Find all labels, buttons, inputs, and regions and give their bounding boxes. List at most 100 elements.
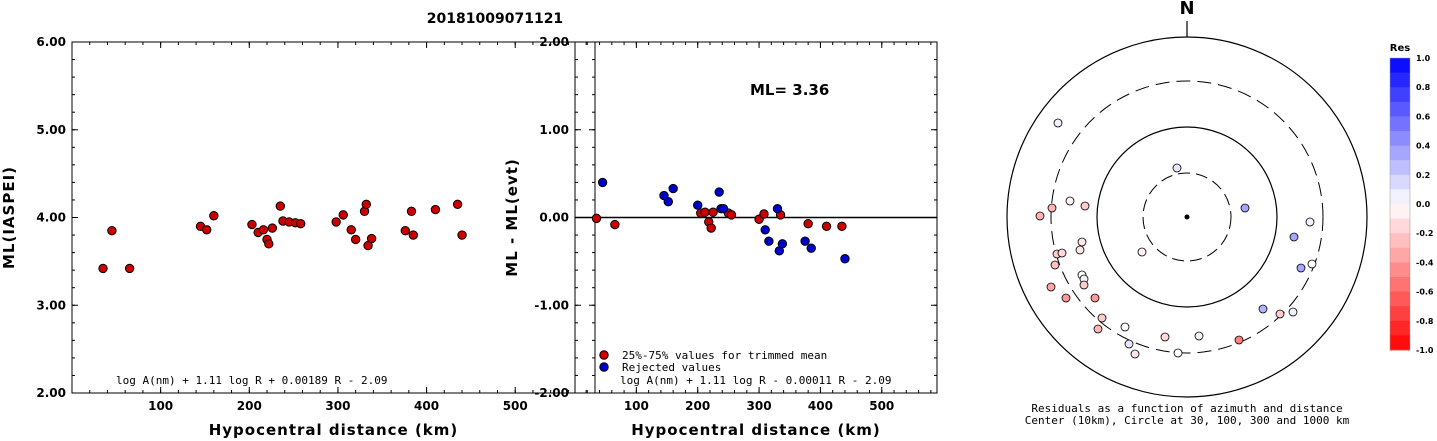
colorbar-segment xyxy=(1390,87,1410,103)
station-residual xyxy=(1130,349,1140,359)
left-scatter-panel: 100 200 300 400 500 2.00 3.00 4.00 5.00 6.00 Hypoc… xyxy=(0,35,596,439)
station-residual xyxy=(1057,248,1067,258)
y-tick-label: 6.00 xyxy=(36,35,66,49)
legend-accepted-marker xyxy=(599,350,609,360)
station-residual xyxy=(1288,307,1298,317)
epicenter-marker xyxy=(1184,214,1190,220)
station-residual xyxy=(1077,237,1087,247)
station-residual xyxy=(1240,203,1250,213)
station-residual xyxy=(1160,332,1170,342)
station-residual xyxy=(1305,217,1315,227)
data-point xyxy=(296,218,306,229)
rejected-point xyxy=(597,177,608,188)
colorbar-segment xyxy=(1390,189,1410,205)
colorbar-tick-label: 0.4 xyxy=(1416,142,1431,151)
station-residual xyxy=(1296,263,1306,273)
station-residual xyxy=(1258,304,1268,314)
accepted-point xyxy=(726,210,737,220)
data-point xyxy=(331,217,341,227)
data-point xyxy=(400,225,411,236)
x-axis-label: Hypocentral distance (km) xyxy=(209,421,459,439)
formula-text: log A(nm) + 1.11 log R - 0.00011 R - 2.0… xyxy=(620,374,892,387)
station-residual xyxy=(1035,211,1045,221)
station-residual xyxy=(1093,324,1103,334)
station-residual xyxy=(1173,348,1183,358)
circle-300km xyxy=(1050,80,1324,354)
data-point xyxy=(346,225,356,235)
station-residual xyxy=(1275,309,1285,319)
accepted-point xyxy=(759,209,769,219)
station-residual xyxy=(1172,163,1182,173)
y-tick-label: -2.00 xyxy=(534,386,569,400)
colorbar-segment xyxy=(1390,335,1410,351)
station-residual xyxy=(1124,339,1134,349)
colorbar-tick-label: 1.0 xyxy=(1416,54,1431,63)
colorbar-tick-label: 0.2 xyxy=(1416,171,1430,180)
station-residual xyxy=(1289,232,1299,242)
station-residual xyxy=(1080,201,1090,211)
colorbar-segment xyxy=(1390,101,1410,117)
colorbar-segment xyxy=(1390,277,1410,293)
y-tick-label: 2.00 xyxy=(36,386,66,400)
data-point xyxy=(275,201,286,211)
rejected-point xyxy=(777,239,788,249)
station-residual xyxy=(1120,322,1130,332)
data-point xyxy=(258,225,269,235)
accepted-point xyxy=(821,221,832,231)
rejected-point xyxy=(714,187,724,197)
station-residual xyxy=(1194,331,1204,341)
y-tick-label: 2.00 xyxy=(539,35,569,49)
north-label: N xyxy=(1179,0,1194,19)
station-residual xyxy=(1047,203,1057,213)
data-point xyxy=(457,230,467,240)
colorbar-segment xyxy=(1390,233,1410,249)
data-point xyxy=(366,233,377,244)
data-point xyxy=(124,263,135,274)
colorbar-tick-label: 0.8 xyxy=(1416,83,1431,92)
colorbar-title: Res xyxy=(1390,43,1410,54)
data-point xyxy=(430,204,441,215)
colorbar-tick-label: -0.4 xyxy=(1416,258,1434,267)
colorbar-tick-label: -0.8 xyxy=(1416,317,1434,326)
station-residual xyxy=(1050,260,1060,270)
rejected-point xyxy=(772,204,783,214)
circle-100km xyxy=(1096,126,1278,308)
station-residual xyxy=(1097,313,1107,323)
colorbar-segment xyxy=(1390,291,1410,307)
legend-accepted-label: 25%-75% values for trimmed mean xyxy=(622,349,827,362)
station-residual xyxy=(1065,196,1075,206)
rejected-point xyxy=(806,243,816,253)
station-residual xyxy=(1090,293,1100,303)
x-tick-label: 500 xyxy=(503,399,528,413)
polar-caption-line1: Residuals as a function of azimuth and d… xyxy=(1031,402,1342,415)
x-tick-label: 400 xyxy=(808,399,833,413)
y-tick-label: 1.00 xyxy=(539,123,569,137)
data-point xyxy=(408,230,418,240)
station-residual xyxy=(1053,118,1063,128)
x-axis-label: Hypocentral distance (km) xyxy=(631,421,881,439)
colorbar-segment xyxy=(1390,306,1410,322)
colorbar-segment xyxy=(1390,320,1410,336)
y-tick-label: 3.00 xyxy=(36,298,66,312)
colorbar-segment xyxy=(1390,145,1410,161)
polar-caption-line2: Center (10km), Circle at 30, 100, 300 an… xyxy=(1025,414,1350,427)
accepted-point xyxy=(591,213,602,224)
data-point xyxy=(209,211,219,221)
colorbar-tick-label: -0.2 xyxy=(1416,229,1434,238)
colorbar-segment xyxy=(1390,174,1410,190)
accepted-point xyxy=(700,207,710,217)
station-residual xyxy=(1061,293,1071,303)
y-tick-label: 5.00 xyxy=(36,123,66,137)
station-residual xyxy=(1137,247,1147,257)
y-tick-label: 0.00 xyxy=(539,211,569,225)
data-point xyxy=(98,263,108,274)
rejected-point xyxy=(800,236,810,246)
data-point xyxy=(202,225,212,235)
rejected-point xyxy=(693,200,703,210)
rejected-point xyxy=(764,236,774,246)
station-residual xyxy=(1075,245,1085,255)
y-tick-label: -1.00 xyxy=(534,298,569,312)
data-point xyxy=(264,239,274,249)
legend-rejected-label: Rejected values xyxy=(622,361,721,374)
colorbar-segment xyxy=(1390,160,1410,176)
